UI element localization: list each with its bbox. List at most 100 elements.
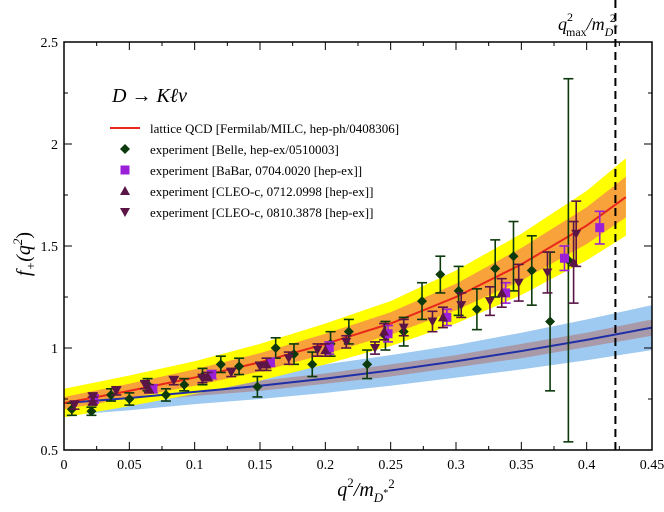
data-point <box>341 337 352 347</box>
data-point <box>379 326 390 336</box>
data-point <box>160 389 171 400</box>
legend: lattice QCD [Fermilab/MILC, hep-ph/04083… <box>110 121 399 220</box>
y-tick-label: 2.5 <box>41 36 59 51</box>
x-label-sep: /m <box>353 479 374 501</box>
data-point <box>312 346 323 356</box>
data-point <box>490 263 501 274</box>
data-point <box>501 288 511 298</box>
y-tick-label: 1 <box>51 342 58 357</box>
x-tick-label: 0.1 <box>186 458 204 473</box>
data-point <box>265 357 275 367</box>
data-point <box>508 251 519 262</box>
x-label-subsup: * <box>383 488 388 499</box>
y-tick-label: 1.5 <box>41 240 59 255</box>
x-label-sup: 2 <box>347 475 354 490</box>
x-tick-label: 0.4 <box>578 458 596 473</box>
vline-label-main: q <box>558 14 567 34</box>
data-point <box>307 359 318 370</box>
lattice-inner-band <box>64 176 626 410</box>
vline-label-sub: max <box>566 25 587 39</box>
data-point <box>437 312 448 322</box>
data-point <box>270 343 281 353</box>
data-point <box>442 312 452 322</box>
x-tick-label: 0.35 <box>509 458 534 473</box>
y-label-arg: (q <box>13 245 35 262</box>
data-point <box>427 317 438 327</box>
data-point <box>542 268 553 278</box>
x-axis-label: q2/mD*2 <box>337 475 394 505</box>
y-label-sup: 2 <box>10 238 25 245</box>
data-point <box>86 406 97 417</box>
y-label-close: ) <box>13 232 35 239</box>
svg-text:f+(q2): f+(q2) <box>10 232 38 276</box>
data-point <box>197 374 208 384</box>
data-point <box>255 362 265 372</box>
data-point <box>252 381 263 392</box>
data-points <box>66 77 605 443</box>
legend-swatch-marker <box>120 165 130 175</box>
vline-label-sub2: D <box>604 25 614 39</box>
data-point <box>417 296 428 307</box>
legend-swatch-marker <box>120 144 130 154</box>
data-point <box>559 253 569 263</box>
data-point <box>324 343 334 353</box>
x-tick-label: 0.15 <box>248 458 273 473</box>
chart-title: D → Kℓν <box>111 85 187 107</box>
data-point <box>148 384 158 394</box>
data-point <box>369 344 380 353</box>
legend-label: experiment [CLEO-c, 0810.3878 [hep-ex]] <box>150 205 373 220</box>
legend-label: experiment [Belle, hep-ex/0510003] <box>150 142 339 157</box>
data-point <box>471 304 482 315</box>
data-point <box>168 376 179 386</box>
vline-label-subsup: * <box>613 23 618 33</box>
data-point <box>571 229 582 239</box>
data-point <box>320 345 331 355</box>
legend-label-lattice: lattice QCD [Fermilab/MILC, hep-ph/04083… <box>150 121 399 136</box>
x-tick-label: 0.05 <box>117 458 142 473</box>
x-label-sup2: 2 <box>388 476 395 491</box>
data-point <box>435 269 446 280</box>
legend-label: experiment [CLEO-c, 0712.0998 [hep-ex]] <box>150 184 373 199</box>
data-point <box>234 361 245 372</box>
data-point <box>526 265 537 276</box>
data-point <box>179 379 190 390</box>
data-point <box>261 359 272 369</box>
data-point <box>124 394 135 404</box>
legend-swatch-marker <box>120 186 130 195</box>
data-point <box>545 316 556 327</box>
y-tick-label: 2 <box>51 138 58 153</box>
y-label-sub: + <box>23 262 38 271</box>
lattice-fit-line <box>64 196 627 405</box>
x-tick-label: 0 <box>61 458 68 473</box>
data-point <box>484 297 495 307</box>
x-tick-label: 0.3 <box>447 458 465 473</box>
y-tick-label: 0.5 <box>41 444 59 459</box>
legend-label: experiment [BaBar, 0704.0020 [hep-ex]] <box>150 163 362 178</box>
data-point <box>226 368 237 378</box>
svg-text:q2/mD*2: q2/mD*2 <box>337 475 394 505</box>
vline-label: q2 max/mD*2 <box>558 10 618 39</box>
x-tick-label: 0.45 <box>640 458 664 473</box>
data-point <box>398 323 409 333</box>
data-point <box>69 401 80 411</box>
x-tick-label: 0.2 <box>317 458 335 473</box>
data-point <box>215 359 226 370</box>
data-point <box>513 278 524 288</box>
axis-ticks: 0 0.05 0.1 0.15 0.2 0.25 0.3 0.35 0.4 0.45 0.5 1 1.5… <box>41 36 664 473</box>
x-label-main: q <box>337 479 347 501</box>
data-point <box>383 329 393 339</box>
y-label-main: f <box>13 268 35 276</box>
data-point <box>283 354 294 364</box>
data-point <box>87 392 98 402</box>
data-point <box>140 380 151 390</box>
data-point <box>111 386 122 396</box>
data-point <box>207 370 217 380</box>
x-tick-label: 0.25 <box>378 458 403 473</box>
data-point <box>343 326 354 337</box>
data-point <box>362 359 373 370</box>
data-point <box>456 301 467 311</box>
data-point <box>595 223 605 233</box>
x-label-sub: D <box>373 490 384 505</box>
